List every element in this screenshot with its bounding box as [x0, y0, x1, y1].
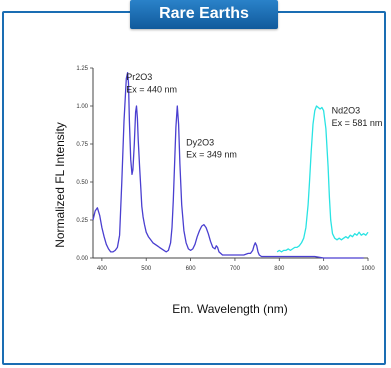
annotation-label: Ex = 349 nm: [186, 150, 237, 160]
annotation-label: Nd2O3: [332, 106, 361, 116]
banner-title: Rare Earths: [130, 0, 278, 29]
annotation-label: Pr2O3: [126, 72, 152, 82]
x-tick-label: 1000: [361, 266, 375, 272]
chart-annotations: Pr2O3 Ex = 440 nm Dy2O3 Ex = 349 nm Nd2O3 Ex …: [126, 72, 382, 160]
y-tick-label: 1.00: [76, 104, 88, 110]
x-tick-label: 800: [274, 266, 285, 272]
y-axis-label: Normalized FL Intensity: [53, 122, 67, 248]
x-tick-label: 900: [319, 266, 330, 272]
chart-series: [92, 71, 369, 259]
annotation-label: Ex = 581 nm: [332, 118, 383, 128]
series-line-2: [276, 105, 369, 253]
y-tick-label: 1.25: [76, 66, 88, 72]
y-tick-label: 0.75: [76, 142, 88, 148]
x-tick-label: 700: [230, 266, 241, 272]
annotation-label: Dy2O3: [186, 138, 214, 148]
annotation-label: Ex = 440 nm: [126, 84, 177, 94]
x-tick-label: 400: [97, 266, 108, 272]
series-line-1: [92, 71, 364, 259]
y-tick-label: 0.00: [76, 256, 88, 262]
chart-axes: 400 500 600 700 800 900 1000 0.00 0.25 0.50 0.75 1.…: [76, 66, 375, 272]
x-axis-label: Em. Wavelength (nm): [172, 302, 288, 316]
x-tick-label: 500: [141, 266, 152, 272]
y-tick-label: 0.25: [76, 218, 88, 224]
x-tick-label: 600: [186, 266, 197, 272]
y-tick-label: 0.50: [76, 180, 88, 186]
